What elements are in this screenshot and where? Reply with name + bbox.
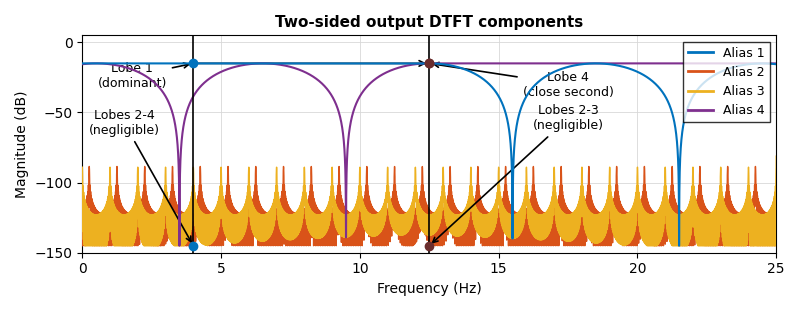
Title: Two-sided output DTFT components: Two-sided output DTFT components: [275, 15, 583, 30]
Legend: Alias 1, Alias 2, Alias 3, Alias 4: Alias 1, Alias 2, Alias 3, Alias 4: [683, 42, 770, 122]
X-axis label: Frequency (Hz): Frequency (Hz): [377, 282, 482, 296]
Text: Lobe 1
(dominant): Lobe 1 (dominant): [98, 62, 189, 90]
Y-axis label: Magnitude (dB): Magnitude (dB): [15, 90, 29, 198]
Text: Lobes 2-4
(negligible): Lobes 2-4 (negligible): [89, 109, 191, 242]
Text: Lobe 4
(close second): Lobe 4 (close second): [434, 63, 614, 99]
Text: Lobes 2-3
(negligible): Lobes 2-3 (negligible): [433, 104, 603, 243]
